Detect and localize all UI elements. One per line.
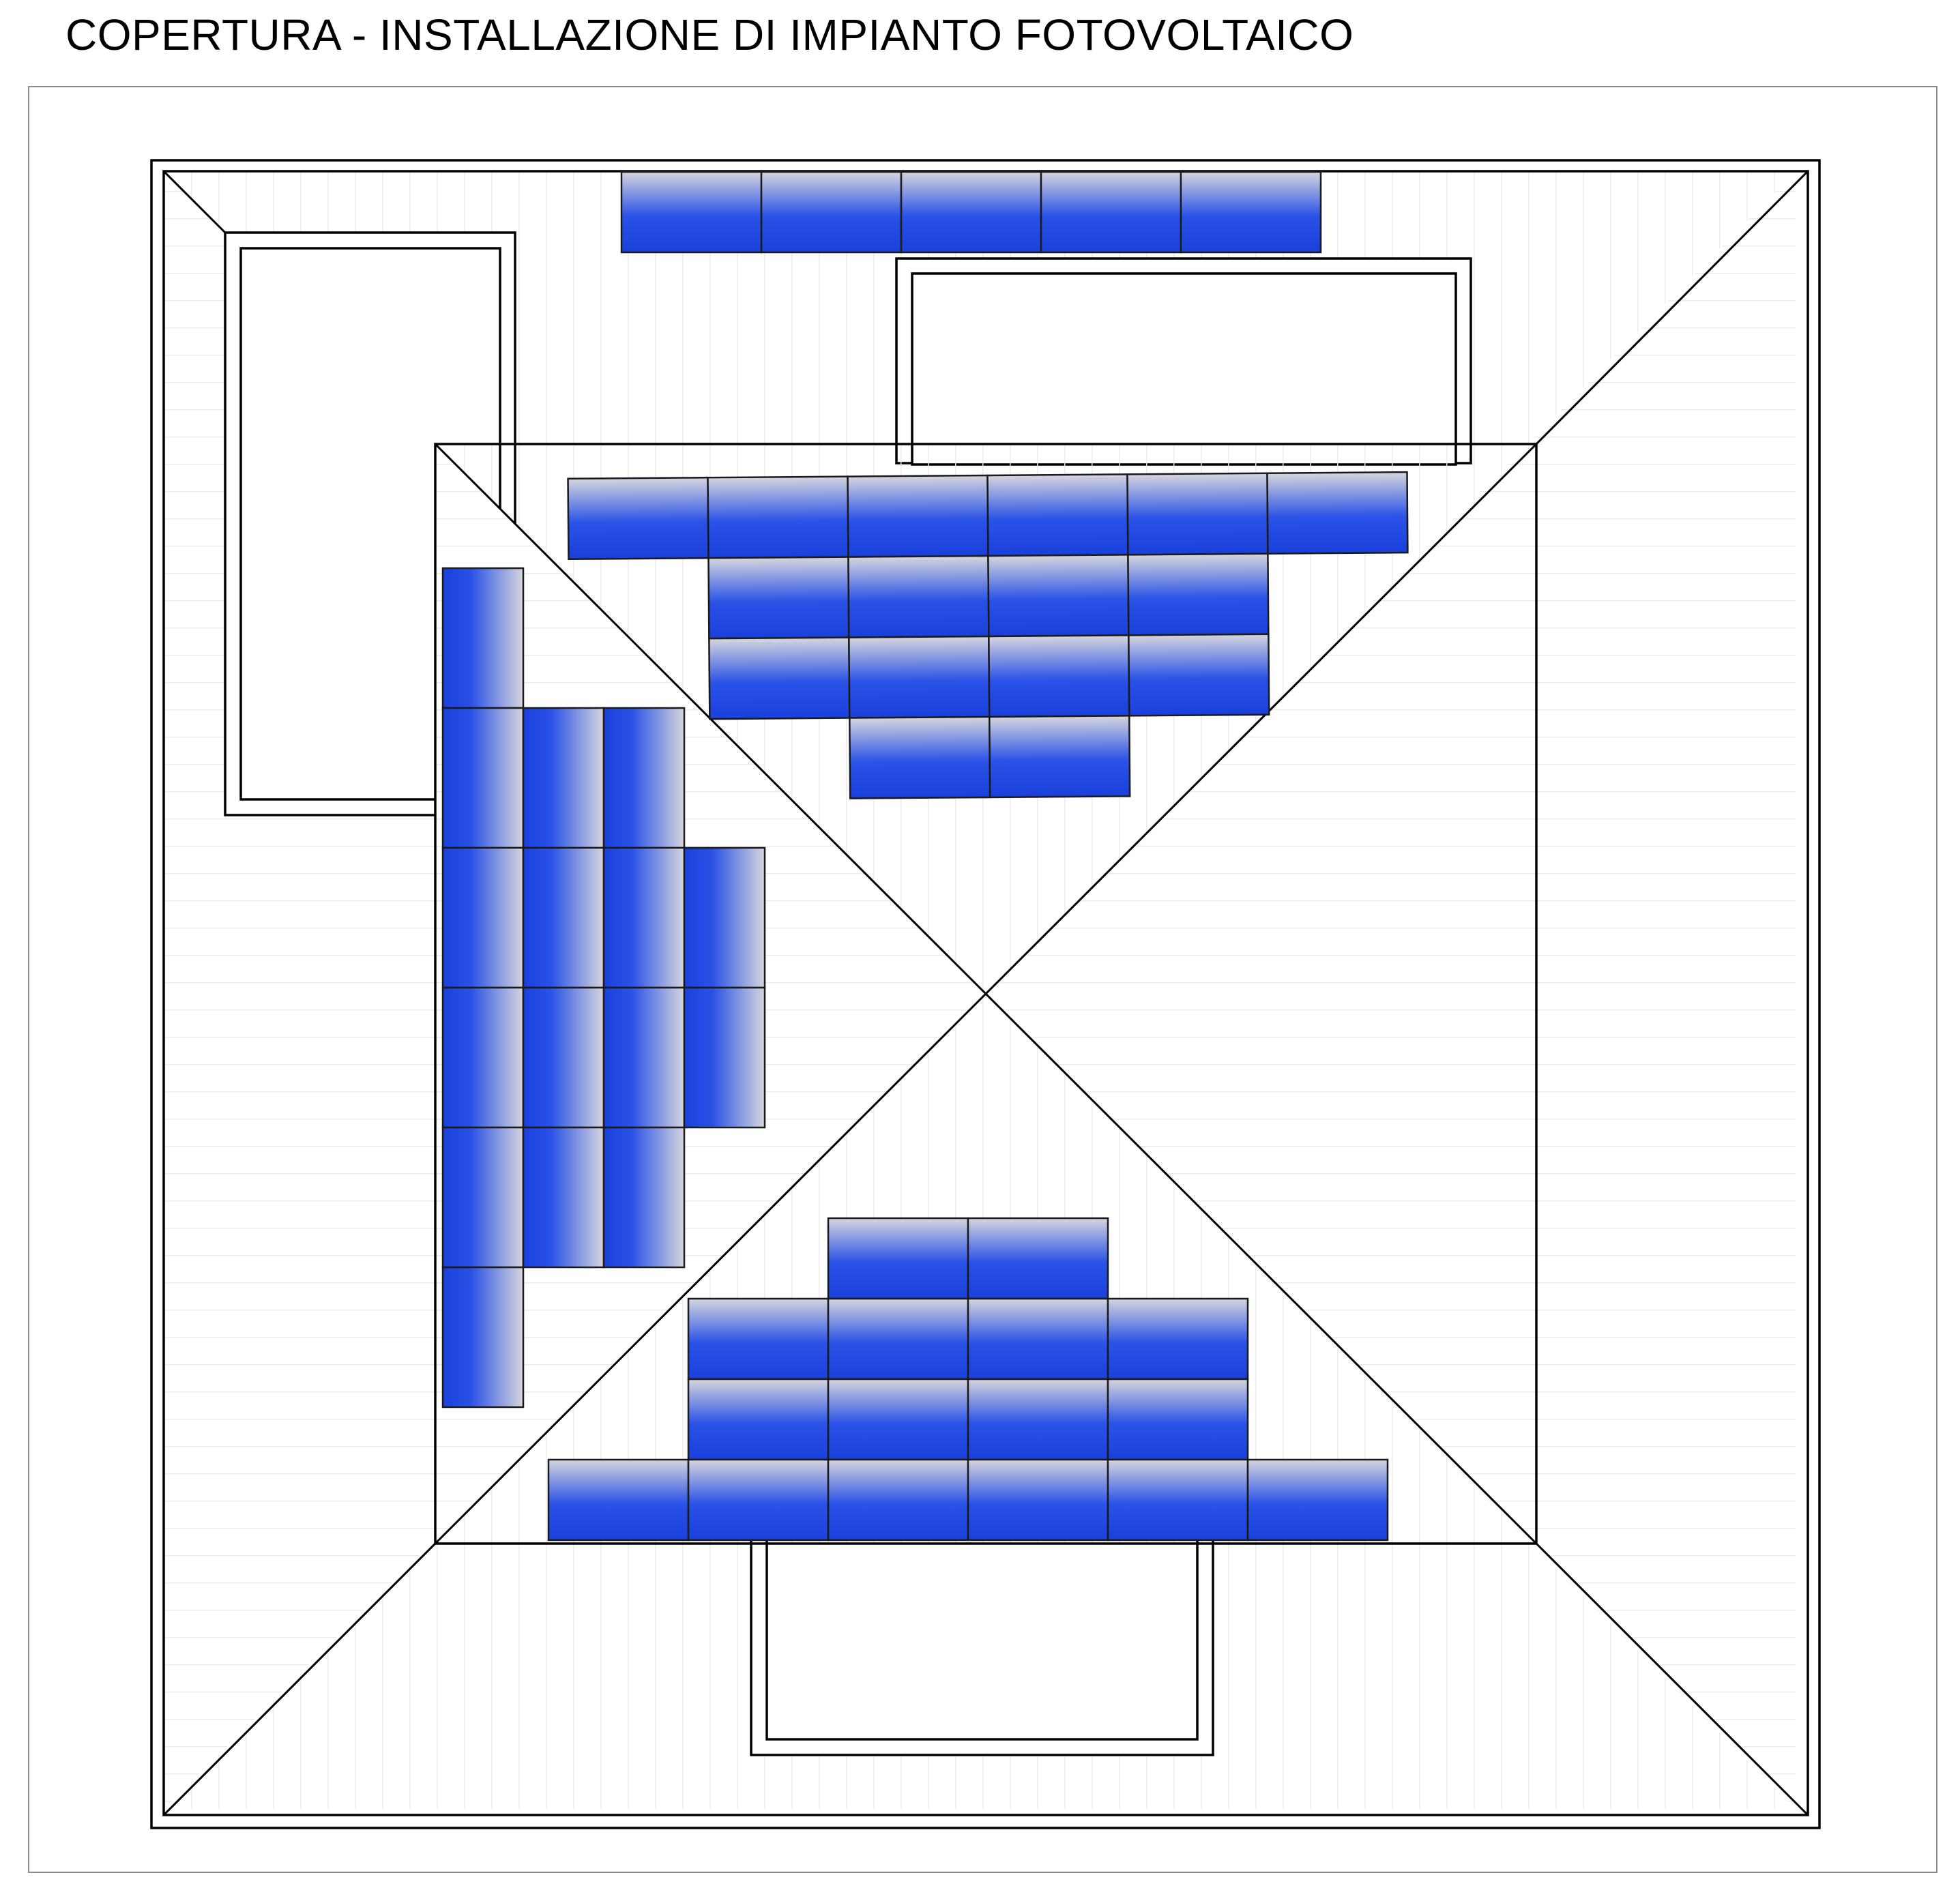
upper-roof-hip bbox=[434, 443, 1538, 1545]
pv-panel bbox=[1107, 1378, 1249, 1461]
sheet-frame bbox=[28, 86, 1937, 1873]
pv-panel bbox=[967, 1458, 1109, 1542]
pv-panel bbox=[441, 1266, 525, 1408]
pv-panel bbox=[441, 567, 525, 709]
pv-panel bbox=[522, 846, 605, 989]
pv-panel bbox=[967, 1297, 1109, 1381]
pv-panel bbox=[986, 473, 1129, 557]
pv-panel bbox=[708, 636, 851, 720]
pv-panel bbox=[827, 1297, 969, 1381]
pv-panel bbox=[848, 635, 991, 719]
pv-panel bbox=[1128, 633, 1270, 717]
pv-panel bbox=[827, 1378, 969, 1461]
pv-panel bbox=[547, 1458, 690, 1542]
pv-panel bbox=[847, 555, 990, 638]
pv-panel bbox=[827, 1458, 969, 1542]
pv-panel bbox=[900, 171, 1042, 254]
pv-panel bbox=[687, 1378, 830, 1461]
pv-panel bbox=[522, 986, 605, 1129]
pv-panel bbox=[707, 556, 850, 640]
pv-panel bbox=[687, 1297, 830, 1381]
pv-panel bbox=[683, 986, 766, 1129]
pv-panel bbox=[687, 1458, 830, 1542]
pv-panel bbox=[1107, 1458, 1249, 1542]
pv-panel bbox=[967, 1217, 1109, 1300]
pv-panel bbox=[1126, 472, 1269, 556]
pv-group-left-triangle bbox=[441, 567, 766, 1408]
pv-panel bbox=[567, 476, 710, 561]
pv-panel bbox=[602, 707, 686, 849]
roof-opening-top bbox=[895, 257, 1472, 466]
pv-panel bbox=[1107, 1297, 1249, 1381]
pv-panel bbox=[522, 707, 605, 849]
pv-panel bbox=[760, 171, 903, 254]
pv-panel bbox=[988, 634, 1130, 718]
pv-panel bbox=[620, 171, 763, 254]
roof-outline-outer bbox=[150, 159, 1821, 1829]
pv-panel bbox=[1246, 1458, 1389, 1542]
pv-panel bbox=[441, 707, 525, 849]
pv-panel bbox=[602, 846, 686, 989]
pv-panel bbox=[707, 475, 849, 559]
pv-group-upper-triangle bbox=[567, 471, 1409, 799]
pv-panel bbox=[683, 846, 766, 989]
pv-panel bbox=[441, 1126, 525, 1269]
pv-group-north-strip bbox=[620, 171, 1322, 254]
roof-opening-bottom bbox=[750, 1526, 1214, 1756]
pv-panel bbox=[602, 986, 686, 1129]
page-title: COPERTURA - INSTALLAZIONE DI IMPIANTO FO… bbox=[65, 10, 1354, 59]
pv-panel bbox=[602, 1126, 686, 1269]
pv-panel bbox=[987, 554, 1130, 638]
outer-hip-lines bbox=[162, 170, 1809, 1816]
pv-panel bbox=[1266, 471, 1409, 555]
pv-panel bbox=[522, 1126, 605, 1269]
upper-roof-outline bbox=[434, 443, 1538, 1545]
pv-panel bbox=[827, 1217, 969, 1300]
pv-panel bbox=[1180, 171, 1322, 254]
pv-panel bbox=[1040, 171, 1182, 254]
pv-panel bbox=[441, 986, 525, 1129]
pv-panel bbox=[441, 846, 525, 989]
pv-panel bbox=[847, 474, 989, 558]
pv-group-lower-triangle bbox=[547, 1217, 1389, 1542]
pv-panel bbox=[1127, 552, 1270, 636]
pv-panel bbox=[989, 715, 1131, 799]
pv-panel bbox=[849, 716, 991, 799]
pv-panel bbox=[967, 1378, 1109, 1461]
